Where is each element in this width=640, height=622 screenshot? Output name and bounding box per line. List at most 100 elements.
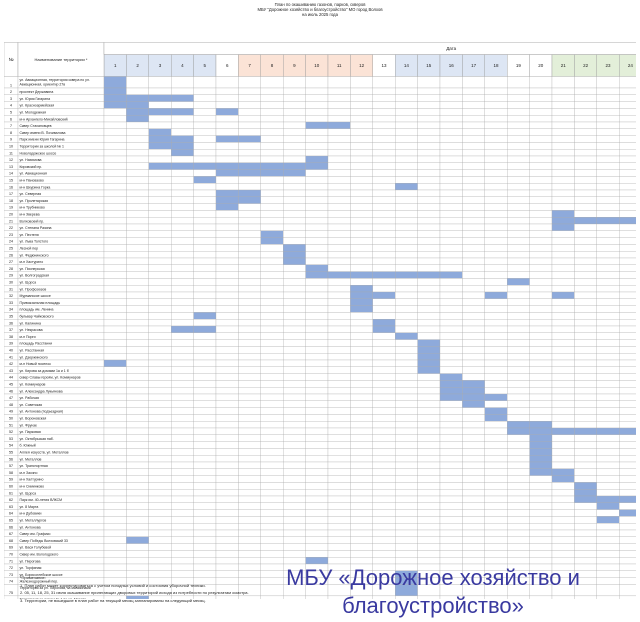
- day-cell: [126, 387, 149, 395]
- day-cell: [238, 142, 261, 150]
- day-cell: [619, 359, 636, 367]
- day-cell: [305, 291, 329, 299]
- day-cell: [148, 400, 172, 408]
- day-cell: [439, 87, 463, 95]
- day-cell: [439, 495, 463, 503]
- day-cell: [350, 223, 373, 231]
- scheduled-day-cell: [260, 162, 284, 170]
- day-cell: [103, 285, 127, 293]
- day-cell: [148, 264, 172, 272]
- day-cell: [395, 87, 418, 95]
- day-cell: [372, 509, 396, 517]
- row-number: 73: [9, 573, 13, 577]
- day-cell: [148, 189, 172, 197]
- day-cell: [126, 189, 149, 197]
- day-cell: [327, 319, 351, 327]
- day-cell: [327, 489, 351, 497]
- day-cell: [596, 421, 620, 429]
- day-cell: [529, 543, 553, 551]
- row-number: 65: [9, 519, 13, 523]
- day-cell: [507, 87, 530, 95]
- day-cell: [327, 155, 351, 163]
- day-cell: [260, 176, 284, 184]
- row-number: 33: [9, 301, 13, 305]
- day-cell: [148, 516, 172, 524]
- scheduled-day-cell: [215, 135, 239, 143]
- day-cell: [126, 475, 149, 483]
- day-cell: [305, 305, 329, 313]
- day-cell: [551, 359, 575, 367]
- day-cell: [529, 366, 553, 374]
- day-cell: [215, 94, 239, 102]
- day-cell: [596, 441, 620, 449]
- day-cell: [148, 557, 172, 565]
- day-cell: [574, 76, 597, 89]
- day-cell: [439, 455, 463, 463]
- day-cell: [551, 543, 575, 551]
- day-cell: [215, 414, 239, 422]
- day-cell: [417, 434, 441, 442]
- scheduled-day-cell: [327, 121, 351, 129]
- day-cell: [215, 115, 239, 123]
- day-cell: [439, 155, 463, 163]
- day-cell: [596, 346, 620, 354]
- day-cell: [215, 332, 239, 340]
- day-cell: [574, 595, 597, 599]
- day-cell: [507, 502, 530, 510]
- day-cell: [171, 189, 194, 197]
- day-cell: [283, 155, 306, 163]
- day-cell: [260, 244, 284, 252]
- day-cell: [327, 475, 351, 483]
- day-cell: [305, 183, 329, 191]
- day-cell: [417, 162, 441, 170]
- row-name: ул. Антонова (подъездная): [20, 410, 64, 414]
- day-cell: [484, 257, 508, 265]
- scheduled-day-cell: [260, 237, 284, 245]
- day-cell: [372, 169, 396, 177]
- day-cell: [551, 244, 575, 252]
- day-cell: [529, 353, 553, 361]
- day-cell: [439, 94, 463, 102]
- day-cell: [529, 550, 553, 558]
- day-cell: [215, 387, 239, 395]
- day-cell: [507, 223, 530, 231]
- day-cell: [327, 169, 351, 177]
- day-cell: [283, 230, 306, 238]
- day-cell: [126, 489, 149, 497]
- day-cell: [507, 529, 530, 537]
- day-cell: [462, 135, 485, 143]
- day-cell: [596, 448, 620, 456]
- day-cell: [395, 196, 418, 204]
- day-cell: [215, 285, 239, 293]
- day-cell: [574, 502, 597, 510]
- day-cell: [103, 373, 127, 381]
- day-cell: [484, 448, 508, 456]
- row-number: 9: [10, 138, 12, 142]
- day-cell: [260, 332, 284, 340]
- day-cell: [327, 217, 351, 225]
- day-cell: [238, 278, 261, 286]
- day-cell: [327, 366, 351, 374]
- day-cell: [439, 427, 463, 435]
- day-cell: [417, 203, 441, 211]
- day-cell: [126, 407, 149, 415]
- day-header-label: 9: [293, 63, 296, 68]
- day-cell: [574, 285, 597, 293]
- day-cell: [507, 319, 530, 327]
- day-cell: [283, 400, 306, 408]
- day-cell: [395, 244, 418, 252]
- day-cell: [551, 115, 575, 123]
- day-cell: [484, 176, 508, 184]
- day-cell: [462, 278, 485, 286]
- day-cell: [305, 135, 329, 143]
- day-cell: [574, 312, 597, 320]
- day-cell: [484, 427, 508, 435]
- day-cell: [574, 169, 597, 177]
- day-cell: [395, 230, 418, 238]
- day-cell: [327, 115, 351, 123]
- day-cell: [619, 237, 636, 245]
- day-cell: [171, 257, 194, 265]
- day-cell: [305, 427, 329, 435]
- day-cell: [507, 149, 530, 157]
- day-cell: [148, 366, 172, 374]
